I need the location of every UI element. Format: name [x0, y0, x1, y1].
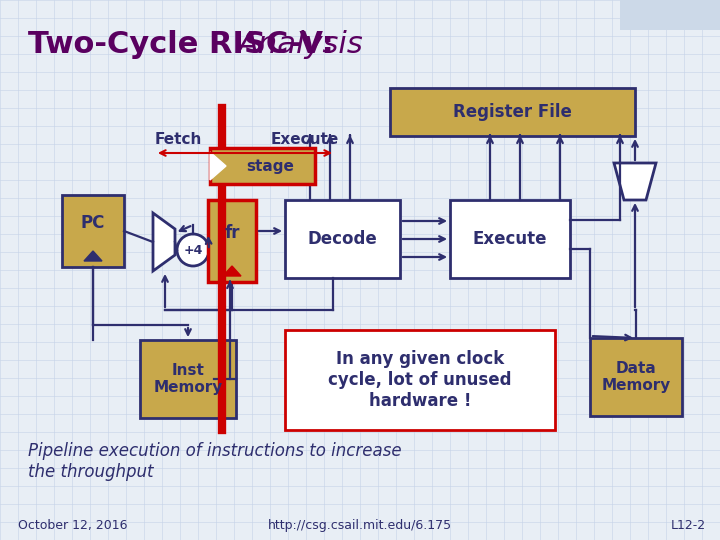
Text: Execute: Execute: [271, 132, 339, 147]
Polygon shape: [84, 251, 102, 261]
Text: Register File: Register File: [453, 103, 572, 121]
Text: Fetch: Fetch: [154, 132, 202, 147]
Text: October 12, 2016: October 12, 2016: [18, 519, 127, 532]
Bar: [620, 0, 720, 30]
Bar: [450, 200, 570, 278]
Bar: [285, 330, 555, 430]
Text: Analysis: Analysis: [238, 30, 364, 59]
Text: Data
Memory: Data Memory: [601, 361, 670, 393]
Text: L12-2: L12-2: [671, 519, 706, 532]
Text: In any given clock
cycle, lot of unused
hardware !: In any given clock cycle, lot of unused …: [328, 350, 512, 410]
Text: Pipeline execution of instructions to increase
the throughput: Pipeline execution of instructions to in…: [28, 442, 402, 481]
Text: http://csg.csail.mit.edu/6.175: http://csg.csail.mit.edu/6.175: [268, 519, 452, 532]
Circle shape: [177, 234, 209, 266]
Text: Inst
Memory: Inst Memory: [153, 363, 222, 395]
Bar: [590, 338, 682, 416]
Bar: [62, 195, 124, 267]
Polygon shape: [223, 266, 241, 276]
Text: stage: stage: [246, 159, 294, 173]
Text: +4: +4: [184, 244, 203, 256]
Text: fr: fr: [224, 224, 240, 242]
Bar: [210, 148, 315, 184]
Text: PC: PC: [81, 214, 105, 232]
Text: Two-Cycle RISC-V:: Two-Cycle RISC-V:: [28, 30, 334, 59]
Text: Decode: Decode: [307, 230, 377, 248]
Bar: [285, 200, 400, 278]
Bar: [140, 340, 236, 418]
Polygon shape: [153, 213, 175, 271]
Bar: [208, 200, 256, 282]
Bar: [390, 88, 635, 136]
Polygon shape: [210, 152, 226, 180]
Polygon shape: [614, 163, 656, 200]
Text: Execute: Execute: [473, 230, 547, 248]
